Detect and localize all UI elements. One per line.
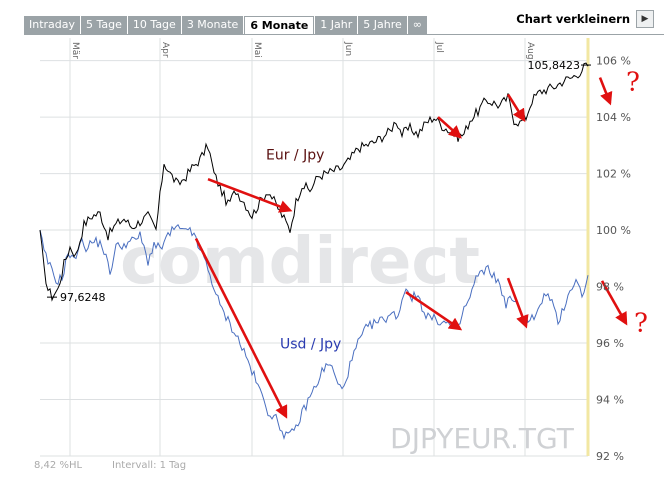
watermark: comdirect DJPYEUR.TGT	[120, 225, 575, 455]
tab-3-monate[interactable]: 3 Monate	[181, 16, 244, 34]
x-month-label: Aug	[525, 42, 535, 60]
y-axis: 92 % 94 % 96 % 98 % 100 % 102 % 104 % 106 %	[596, 55, 631, 463]
tab-5-tage[interactable]: 5 Tage	[81, 16, 127, 34]
tab-1-jahr[interactable]: 1 Jahr	[315, 16, 358, 34]
usd-jpy-series-label: Usd / Jpy	[280, 337, 341, 353]
annotation-arrow	[437, 116, 462, 139]
x-axis-months: Mär Apr Mai Jun Jul Aug	[70, 41, 535, 60]
annotation-arrow	[506, 277, 529, 329]
annotation-arrow	[405, 291, 463, 331]
y-tick-label: 102 %	[596, 168, 631, 181]
x-month-label: Mär	[70, 42, 80, 59]
annotation-arrow	[600, 280, 628, 326]
y-tick-label: 94 %	[596, 394, 624, 407]
y-tick-label: 92 %	[596, 450, 624, 463]
y-tick-label: 100 %	[596, 224, 631, 237]
x-month-label: Jul	[434, 41, 444, 53]
tab-intraday[interactable]: Intraday	[24, 16, 81, 34]
y-tick-label: 98 %	[596, 281, 624, 294]
annotation-arrow	[598, 77, 613, 106]
y-tick-label: 104 %	[596, 111, 631, 124]
watermark-symbol: DJPYEUR.TGT	[390, 422, 575, 455]
watermark-brand: comdirect	[120, 225, 480, 299]
x-month-label: Mai	[252, 42, 262, 58]
annotation-arrow	[506, 93, 526, 123]
question-mark: ?	[634, 309, 648, 339]
annotation-arrow	[194, 237, 288, 419]
volatility-readout: 8,42 %HL	[34, 460, 82, 471]
eur-jpy-line	[39, 62, 589, 302]
annotation-arrow	[207, 178, 293, 213]
data-label: 97,6248	[60, 291, 106, 304]
annotation-arrows: ??	[194, 67, 648, 419]
chart-labels: Eur / Jpy Usd / Jpy 97,6248 105,8423	[47, 59, 591, 353]
tab-max[interactable]: ∞	[407, 16, 427, 34]
play-arrow-icon[interactable]: ▶	[636, 10, 654, 28]
period-tab-bar: Intraday 5 Tage 10 Tage 3 Monate 6 Monate 1 J…	[24, 16, 427, 34]
x-month-label: Apr	[160, 42, 170, 58]
x-month-label: Jun	[343, 41, 353, 56]
series-lines	[39, 62, 589, 441]
data-label: 105,8423	[528, 59, 581, 72]
tab-bar-divider	[24, 34, 664, 35]
y-tick-label: 96 %	[596, 337, 624, 350]
y-tick-label: 106 %	[596, 55, 631, 68]
tab-6-monate[interactable]: 6 Monate	[244, 16, 315, 34]
eur-jpy-series-label: Eur / Jpy	[266, 147, 324, 163]
interval-readout: Intervall: 1 Tag	[112, 460, 186, 471]
tab-5-jahre[interactable]: 5 Jahre	[358, 16, 407, 34]
usd-jpy-line	[39, 223, 589, 441]
chart-footer: 8,42 %HL Intervall: 1 Tag	[34, 460, 186, 471]
question-mark: ?	[626, 67, 640, 97]
shrink-chart-link[interactable]: Chart verkleinern	[516, 12, 630, 26]
tab-10-tage[interactable]: 10 Tage	[127, 16, 181, 34]
